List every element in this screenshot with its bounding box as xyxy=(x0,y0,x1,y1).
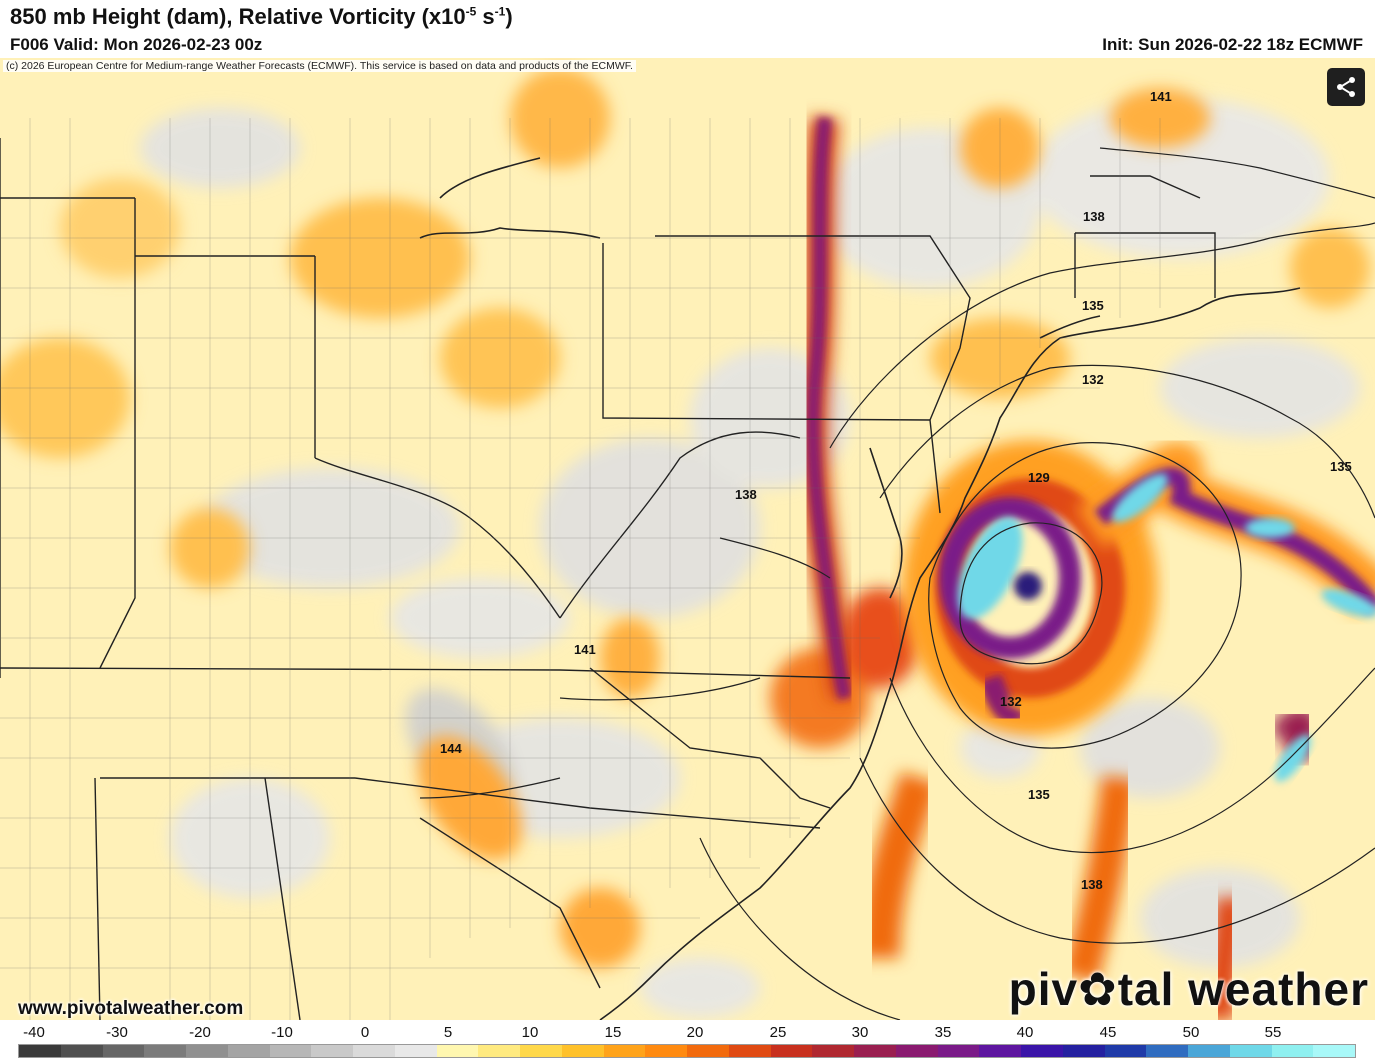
model-init-time: Init: Sun 2026-02-22 18z ECMWF xyxy=(1102,35,1363,54)
colorbar-swatch xyxy=(478,1045,520,1057)
colorbar-swatch xyxy=(645,1045,687,1057)
colorbar-swatch xyxy=(1021,1045,1063,1057)
colorbar-swatch xyxy=(1313,1045,1355,1057)
colorbar-swatch xyxy=(520,1045,562,1057)
colorbar-tick-label: 30 xyxy=(851,1024,869,1041)
colorbar-tick-label: 0 xyxy=(360,1024,370,1041)
contour-label: 135 xyxy=(1330,459,1352,474)
colorbar-swatch xyxy=(728,1045,771,1057)
contour-label: 138 xyxy=(735,487,757,502)
colorbar-swatch xyxy=(394,1045,437,1057)
height-contours xyxy=(419,147,1375,1020)
colorbar-swatch xyxy=(144,1045,186,1057)
page-title: 850 mb Height (dam), Relative Vorticity … xyxy=(10,4,513,29)
contour-label: 144 xyxy=(440,741,462,756)
share-icon xyxy=(1337,77,1355,97)
contour-label: 135 xyxy=(1082,298,1104,313)
contour-label: 141 xyxy=(1150,89,1172,104)
contour-label: 132 xyxy=(1082,372,1104,387)
gear-icon: ✿ xyxy=(1078,963,1118,1015)
colorbar-swatch xyxy=(895,1045,938,1057)
contour-label: 135 xyxy=(1028,787,1050,802)
colorbar-tick-label: 25 xyxy=(769,1024,787,1041)
colorbar-tick-label: 50 xyxy=(1182,1024,1200,1041)
colorbar-swatch xyxy=(353,1045,395,1057)
colorbar-swatch xyxy=(1062,1045,1105,1057)
colorbar-swatch xyxy=(812,1045,854,1057)
weather-map[interactable]: 141 138 135 132 129 135 138 141 144 132 … xyxy=(0,58,1375,1020)
header: 850 mb Height (dam), Relative Vorticity … xyxy=(0,0,1375,58)
colorbar-tick-label: -40 xyxy=(23,1024,45,1041)
copyright-notice: (c) 2026 European Centre for Medium-rang… xyxy=(3,60,636,72)
colorbar-swatch xyxy=(102,1045,145,1057)
colorbar-tick-label: 35 xyxy=(934,1024,952,1041)
colorbar-swatch xyxy=(1271,1045,1314,1057)
map-field: 141 138 135 132 129 135 138 141 144 132 … xyxy=(0,58,1375,1020)
colorbar-tick-label: 15 xyxy=(604,1024,622,1041)
colorbar-tick-label: 10 xyxy=(521,1024,539,1041)
colorbar-tick-label: -20 xyxy=(189,1024,211,1041)
colorbar-swatch xyxy=(1229,1045,1272,1057)
contour-labels: 141 138 135 132 129 135 138 141 144 132 … xyxy=(440,89,1352,892)
colorbar-swatch xyxy=(311,1045,353,1057)
colorbar-swatch xyxy=(1188,1045,1230,1057)
colorbar-swatch xyxy=(269,1045,312,1057)
colorbar-swatch xyxy=(186,1045,228,1057)
colorbar-tick-label: 55 xyxy=(1264,1024,1282,1041)
colorbar-swatch xyxy=(854,1045,896,1057)
colorbar-swatch xyxy=(770,1045,813,1057)
colorbar-tick-label: 20 xyxy=(686,1024,704,1041)
colorbar-swatch xyxy=(19,1045,61,1057)
coastline xyxy=(419,157,1301,1020)
colorbar-swatch xyxy=(1104,1045,1147,1057)
colorbar-tick-label: -10 xyxy=(271,1024,293,1041)
contour-label: 129 xyxy=(1028,470,1050,485)
forecast-valid-time: F006 Valid: Mon 2026-02-23 00z xyxy=(10,35,263,54)
colorbar-strip xyxy=(18,1044,1356,1058)
colorbar-swatch xyxy=(687,1045,729,1057)
colorbar-tick-label: 45 xyxy=(1099,1024,1117,1041)
contour-label: 132 xyxy=(1000,694,1022,709)
contour-label: 138 xyxy=(1081,877,1103,892)
website-link[interactable]: www.pivotalweather.com xyxy=(18,998,244,1019)
colorbar-tick-label: 5 xyxy=(443,1024,453,1041)
storm-vorticity-maximum xyxy=(860,440,1375,1020)
colorbar-swatch xyxy=(603,1045,646,1057)
county-boundaries xyxy=(0,118,1375,1020)
colorbar-swatch xyxy=(937,1045,980,1057)
colorbar-swatch xyxy=(436,1045,479,1057)
share-button[interactable] xyxy=(1327,68,1365,106)
colorbar-tick-label: 40 xyxy=(1016,1024,1034,1041)
colorbar-swatch xyxy=(227,1045,270,1057)
colorbar-swatch xyxy=(1146,1045,1188,1057)
vorticity-streak xyxy=(797,116,860,702)
colorbar-tick-label: -30 xyxy=(106,1024,128,1041)
contour-label: 141 xyxy=(574,642,596,657)
pivotal-weather-logo: piv✿tal weather xyxy=(1008,963,1369,1015)
colorbar-swatch xyxy=(60,1045,103,1057)
colorbar-swatch xyxy=(561,1045,604,1057)
contour-label: 138 xyxy=(1083,209,1105,224)
colorbar-swatch xyxy=(979,1045,1021,1057)
